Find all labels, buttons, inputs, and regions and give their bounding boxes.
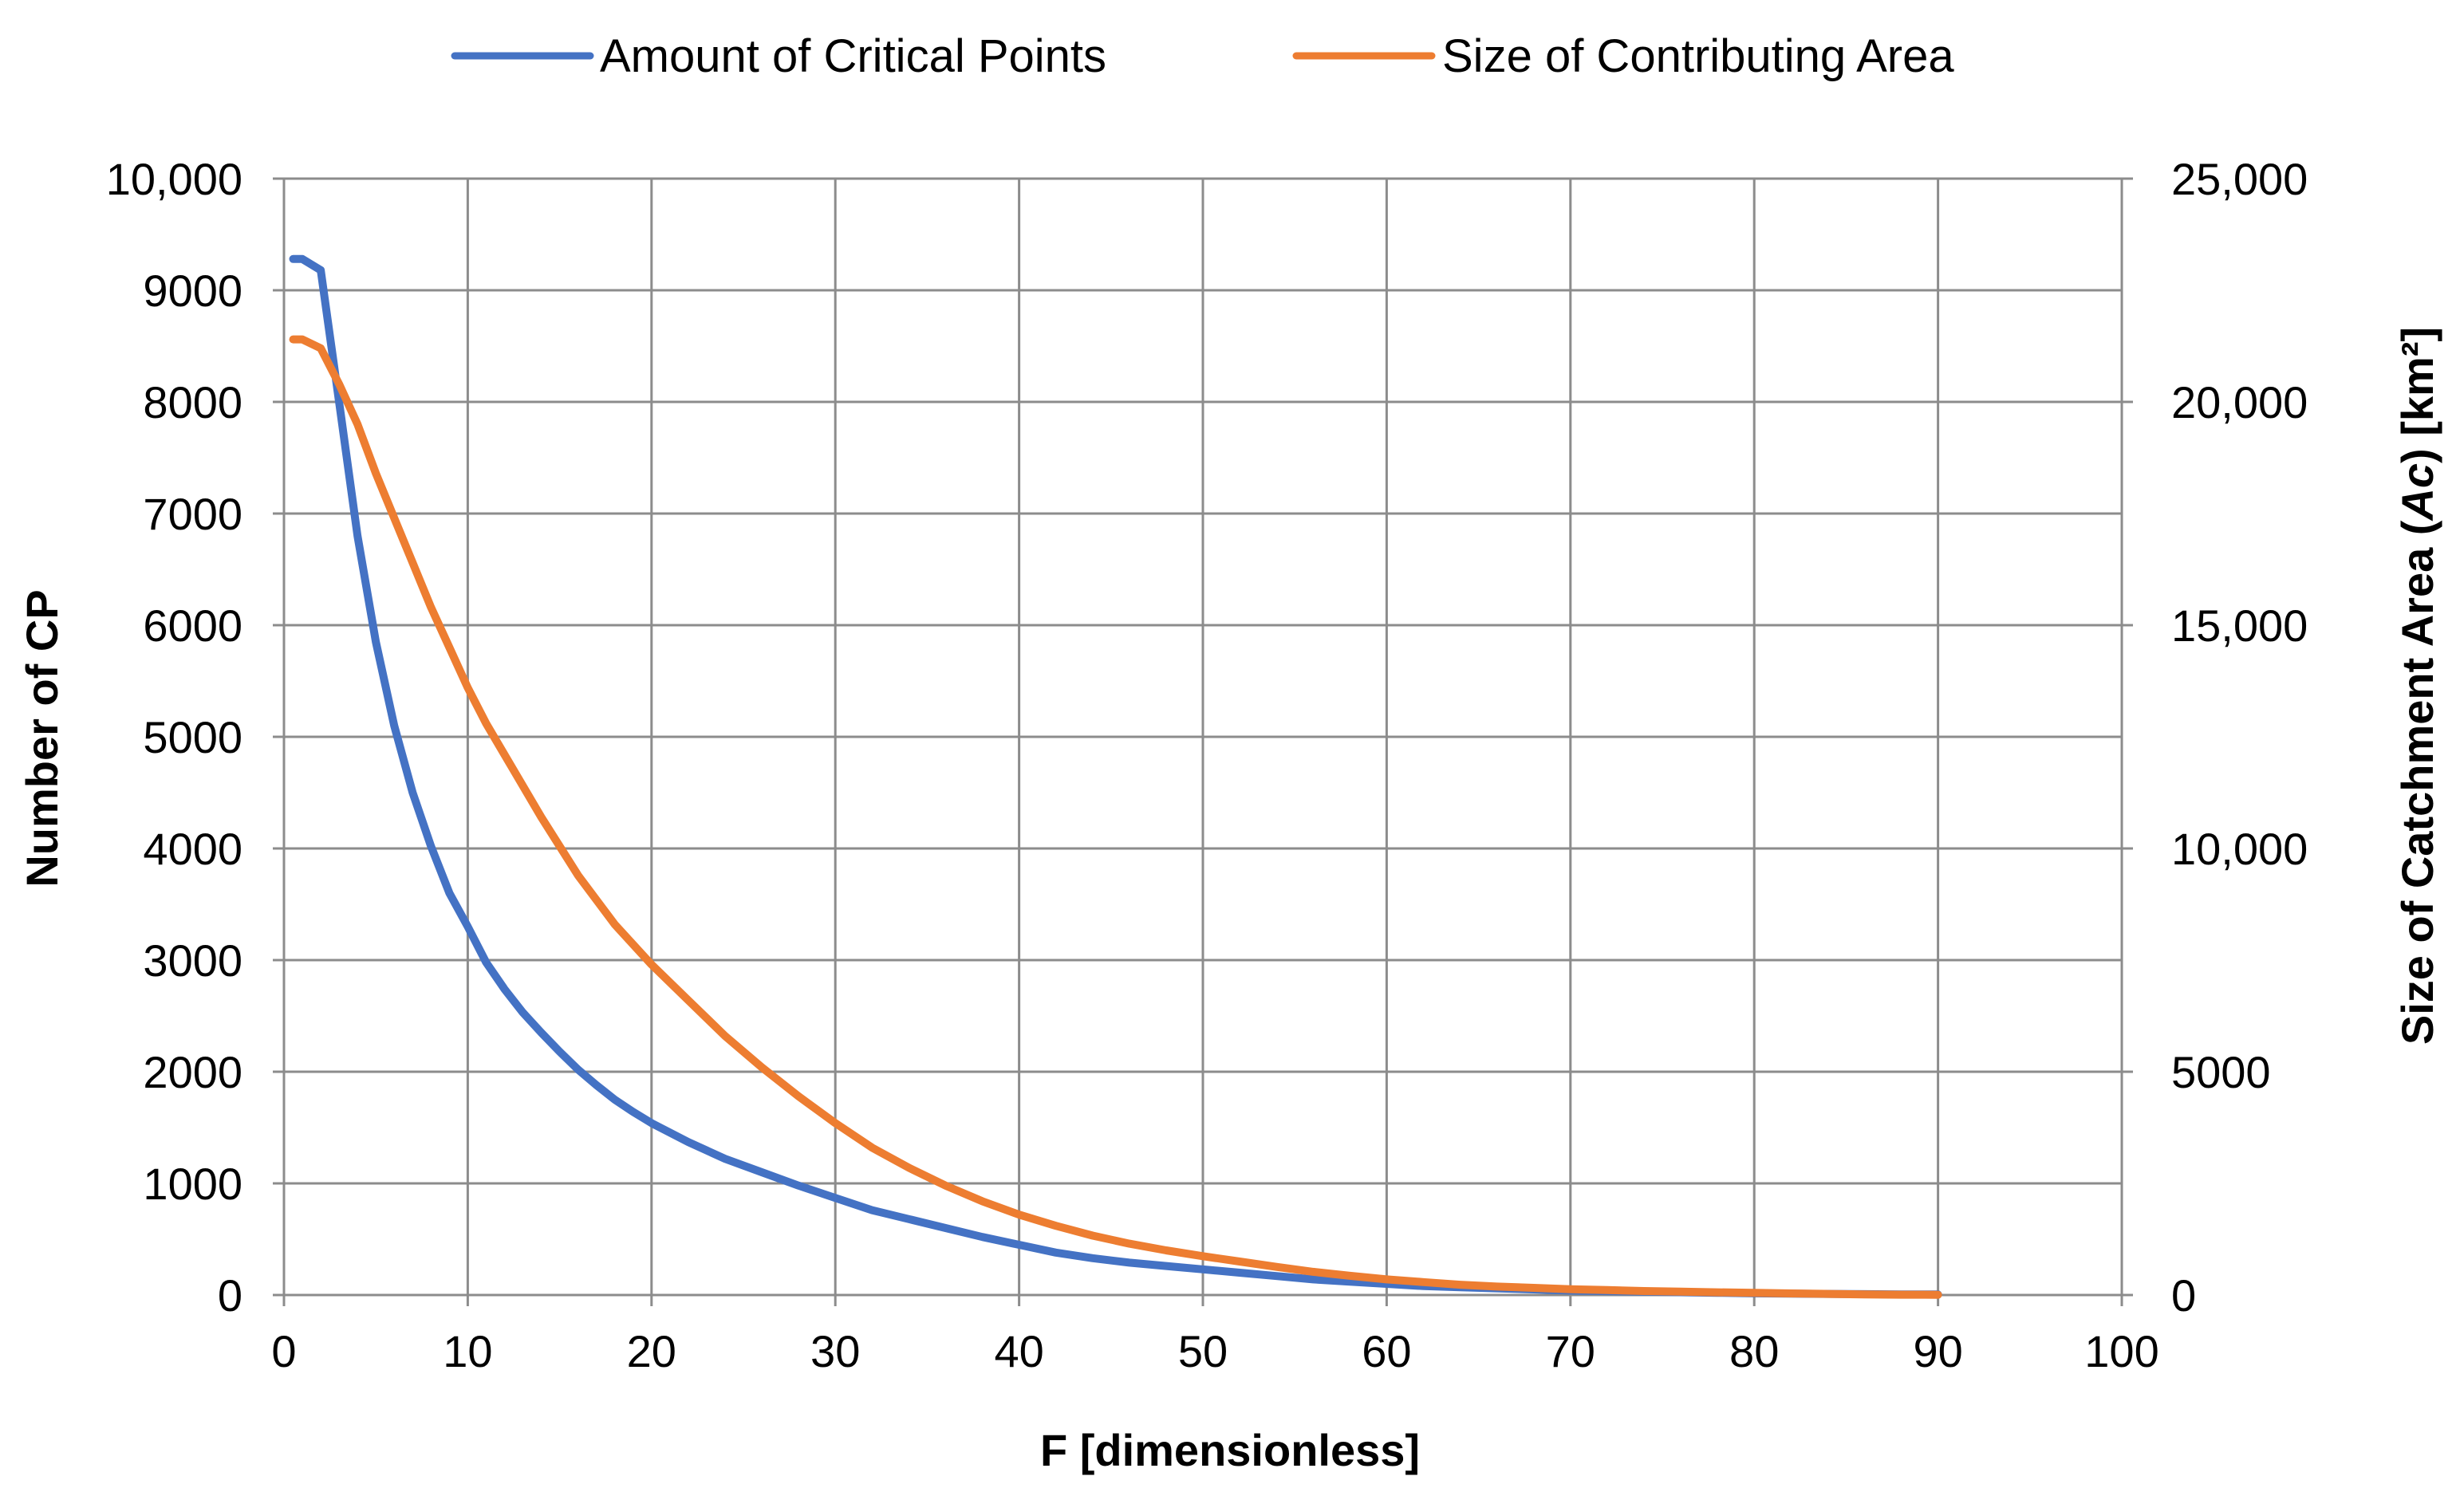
x-tick-label: 80 — [1729, 1326, 1779, 1376]
x-tick-label: 30 — [810, 1326, 860, 1376]
y-left-tick-label: 2000 — [143, 1047, 242, 1097]
x-tick-label: 50 — [1178, 1326, 1228, 1376]
y-left-tick-label: 0 — [218, 1270, 242, 1321]
grid-lines — [282, 177, 2123, 1297]
y-left-axis-ticks: 0 1000 2000 3000 4000 5000 6000 7000 8000 9000 10,… — [106, 154, 242, 1321]
x-tick-label: 20 — [627, 1326, 676, 1376]
legend: Amount of Critical Points Size of Contri… — [451, 30, 1954, 82]
y-right-tick-label: 25,000 — [2171, 154, 2308, 204]
x-axis-title: F [dimensionless] — [1040, 1425, 1420, 1475]
x-axis-ticks: 0 10 20 30 40 50 60 70 80 90 100 — [271, 1326, 2158, 1376]
x-tick-label: 70 — [1546, 1326, 1595, 1376]
y-left-tick-label: 6000 — [143, 600, 242, 651]
y-right-title-prefix: Size of Catchment Area ( — [2392, 520, 2442, 1045]
y-left-tick-label: 3000 — [143, 935, 242, 986]
y-right-tick-label: 10,000 — [2171, 824, 2308, 874]
x-tick-label: 10 — [443, 1326, 492, 1376]
series-layer — [289, 254, 1942, 1299]
legend-label-contributing-area: Size of Contributing Area — [1442, 30, 1954, 82]
y-right-tick-label: 20,000 — [2171, 377, 2308, 427]
y-right-title-suffix: ) [km²] — [2392, 327, 2442, 463]
y-left-tick-label: 8000 — [143, 377, 242, 427]
series-line-contributing-area — [289, 335, 1942, 1299]
series-line-critical-points — [289, 254, 1942, 1299]
x-tick-label: 90 — [1913, 1326, 1962, 1376]
y-left-tick-label: 9000 — [143, 266, 242, 316]
y-left-tick-label: 10,000 — [106, 154, 242, 204]
y-right-axis-ticks: 0 5000 10,000 15,000 20,000 25,000 — [2171, 154, 2308, 1321]
y-left-tick-label: 4000 — [143, 824, 242, 874]
x-tick-label: 60 — [1362, 1326, 1411, 1376]
y-right-axis-title: Size of Catchment Area (Ac) [km²] — [2392, 327, 2442, 1045]
y-left-axis-title: Number of CP — [17, 589, 67, 887]
x-tick-label: 100 — [2084, 1326, 2158, 1376]
x-tick-label: 40 — [994, 1326, 1043, 1376]
y-right-tick-label: 15,000 — [2171, 600, 2308, 651]
x-tick-label: 0 — [271, 1326, 296, 1376]
y-left-tick-label: 7000 — [143, 489, 242, 539]
y-right-tick-label: 0 — [2171, 1270, 2196, 1321]
legend-label-critical-points: Amount of Critical Points — [600, 30, 1106, 82]
y-left-tick-label: 5000 — [143, 712, 242, 762]
y-right-tick-label: 5000 — [2171, 1047, 2271, 1097]
y-left-tick-label: 1000 — [143, 1159, 242, 1209]
y-right-title-italic: Ac — [2392, 463, 2442, 522]
plot-frame — [273, 177, 2133, 1306]
